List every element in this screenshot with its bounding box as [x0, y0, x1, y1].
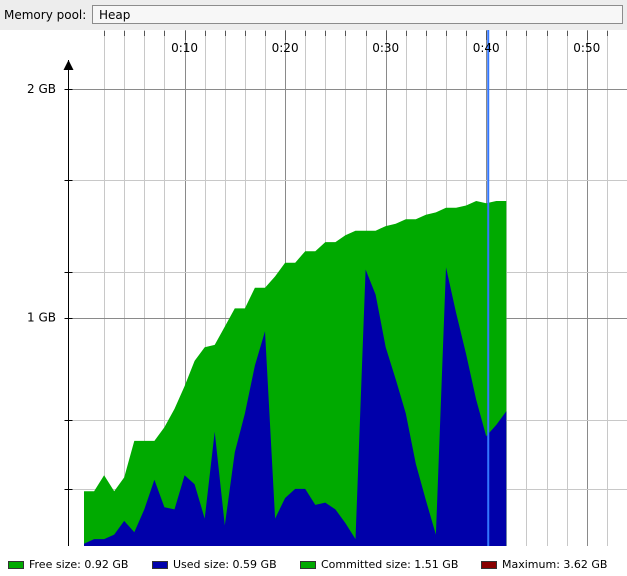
x-tick-label: 0:20 — [272, 41, 299, 55]
x-tick-label: 0:30 — [372, 41, 399, 55]
legend-label-used: Used size: 0.59 GB — [173, 558, 277, 571]
memory-pool-select[interactable]: Heap — [92, 5, 623, 24]
legend-swatch-used — [152, 561, 168, 569]
x-tick-label: 0:40 — [473, 41, 500, 55]
legend-swatch-committed — [300, 561, 316, 569]
legend-label-maximum: Maximum: 3.62 GB — [502, 558, 608, 571]
memory-pool-label: Memory pool: — [4, 8, 87, 22]
chart-areas — [84, 30, 507, 546]
used-area — [84, 267, 507, 546]
legend-swatch-maximum — [481, 561, 497, 569]
y-tick-label: 1 GB — [27, 311, 56, 325]
y-tick-label: 2 GB — [27, 82, 56, 96]
memory-pool-value: Heap — [99, 8, 131, 22]
legend-label-free: Free size: 0.92 GB — [29, 558, 129, 571]
chart-tick-labels: 0:10 0:20 0:30 0:40 0:50 1 GB 2 GB — [27, 41, 600, 325]
legend-label-committed: Committed size: 1.51 GB — [321, 558, 459, 571]
memory-chart[interactable]: 0:10 0:20 0:30 0:40 0:50 1 GB 2 GB — [0, 30, 627, 552]
toolbar: Memory pool: Heap — [0, 0, 627, 30]
chart-axes — [63, 60, 74, 546]
legend: Free size: 0.92 GB Used size: 0.59 GB Co… — [0, 553, 627, 576]
y-axis-arrow-icon — [63, 60, 74, 70]
legend-swatch-free — [8, 561, 24, 569]
x-tick-label: 0:10 — [171, 41, 198, 55]
x-tick-label: 0:50 — [573, 41, 600, 55]
